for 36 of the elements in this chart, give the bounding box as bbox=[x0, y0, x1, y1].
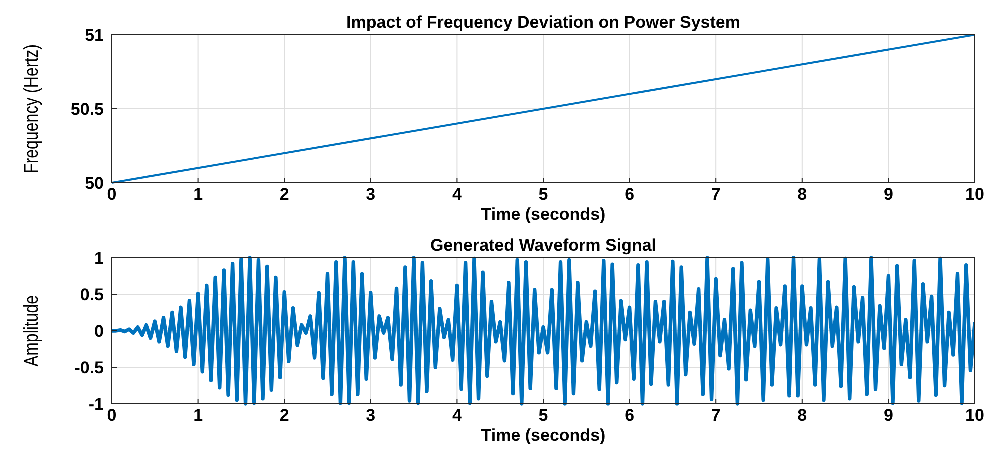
x-tick-label: 8 bbox=[798, 185, 808, 204]
y-tick-label: -1 bbox=[88, 395, 104, 414]
y-axis-title: Frequency (Hertz) bbox=[20, 44, 42, 174]
x-tick-label: 9 bbox=[884, 185, 894, 204]
chart-title: Impact of Frequency Deviation on Power System bbox=[346, 13, 740, 32]
x-axis-title: Time (seconds) bbox=[481, 426, 606, 445]
x-tick-label: 7 bbox=[711, 406, 721, 425]
x-tick-label: 1 bbox=[194, 185, 204, 204]
x-tick-label: 6 bbox=[625, 406, 635, 425]
y-tick-label: 50.5 bbox=[70, 100, 104, 119]
x-tick-label: 5 bbox=[538, 185, 548, 204]
x-tick-label: 5 bbox=[538, 406, 548, 425]
x-tick-label: 4 bbox=[452, 406, 462, 425]
x-axis-title: Time (seconds) bbox=[481, 205, 606, 224]
x-tick-label: 2 bbox=[280, 185, 290, 204]
x-tick-label: 8 bbox=[798, 406, 808, 425]
y-axis-title: Amplitude bbox=[20, 295, 42, 367]
y-tick-label: 50 bbox=[85, 174, 104, 193]
x-tick-label: 9 bbox=[884, 406, 894, 425]
x-tick-label: 3 bbox=[366, 406, 376, 425]
x-tick-label: 7 bbox=[711, 185, 721, 204]
x-tick-label: 10 bbox=[966, 185, 984, 204]
x-tick-label: 1 bbox=[194, 406, 204, 425]
x-tick-label: 6 bbox=[625, 185, 635, 204]
x-tick-label: 3 bbox=[366, 185, 376, 204]
y-tick-label: -0.5 bbox=[74, 358, 104, 378]
x-tick-label: 2 bbox=[280, 406, 290, 425]
x-tick-label: 0 bbox=[107, 185, 117, 204]
y-tick-label: 1 bbox=[94, 249, 104, 268]
y-tick-label: 51 bbox=[85, 26, 104, 45]
x-tick-label: 10 bbox=[966, 406, 984, 425]
x-tick-label: 0 bbox=[107, 406, 117, 425]
chart-title: Generated Waveform Signal bbox=[430, 236, 657, 255]
x-tick-label: 4 bbox=[452, 185, 462, 204]
y-tick-label: 0 bbox=[94, 322, 104, 341]
y-tick-label: 0.5 bbox=[80, 286, 104, 304]
